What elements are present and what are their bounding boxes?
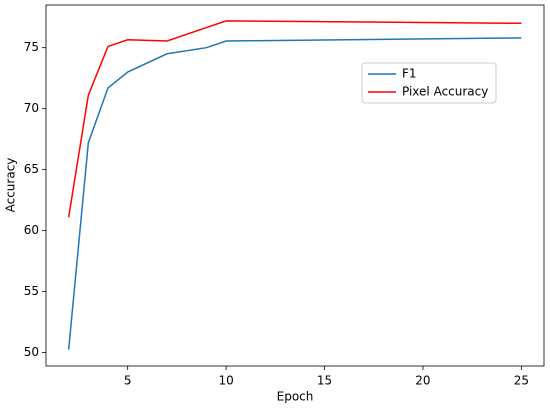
y-tick-label: 55 <box>24 284 39 298</box>
y-tick-label: 50 <box>24 345 39 359</box>
legend-label: Pixel Accuracy <box>402 85 488 99</box>
legend-box <box>361 62 497 104</box>
y-axis-label: Accuracy <box>4 158 18 213</box>
x-tick-label: 5 <box>124 374 132 388</box>
y-tick-label: 70 <box>24 101 39 115</box>
x-tick-label: 20 <box>415 374 430 388</box>
plot-frame <box>45 4 545 367</box>
legend-label: F1 <box>402 67 417 81</box>
y-tick-label: 60 <box>24 223 39 237</box>
y-tick-label: 75 <box>24 40 39 54</box>
x-axis-label: Epoch <box>277 390 314 404</box>
y-tick-label: 65 <box>24 162 39 176</box>
series-line <box>67 37 522 350</box>
x-tick-label: 25 <box>514 374 529 388</box>
series-line <box>67 20 522 218</box>
x-tick-label: 10 <box>218 374 233 388</box>
x-tick-label: 15 <box>317 374 332 388</box>
